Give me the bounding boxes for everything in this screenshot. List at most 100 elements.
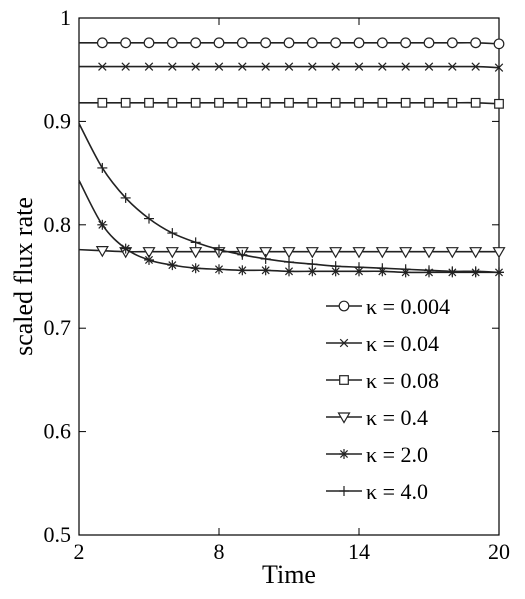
data-point: [260, 253, 271, 264]
data-point: [165, 247, 179, 259]
data-point: [120, 192, 131, 203]
series-circle: [79, 37, 505, 50]
data-point: [167, 97, 178, 108]
x-tick-label: 2: [74, 539, 85, 564]
data-point: [144, 62, 154, 71]
data-point: [237, 265, 248, 276]
x-tick-label: 8: [214, 539, 225, 564]
data-point: [98, 62, 107, 71]
data-point: [189, 247, 203, 259]
data-point: [377, 97, 388, 108]
legend-label: κ = 2.0: [366, 442, 428, 467]
legend-label: κ = 4.0: [366, 479, 428, 504]
data-point: [493, 38, 505, 50]
data-point: [214, 62, 224, 71]
data-point: [120, 243, 131, 254]
data-point: [470, 97, 481, 108]
data-point: [400, 97, 411, 108]
axes-layer: 2 8 14 20 0.5 0.6 0.7 0.8 0.9 1: [44, 5, 511, 564]
data-point: [95, 246, 109, 258]
data-point: [190, 237, 201, 248]
data-point: [445, 247, 459, 259]
legend-marker: [339, 486, 349, 496]
legend-entry: κ = 0.08: [326, 368, 439, 393]
data-point: [470, 266, 481, 277]
data-point: [97, 219, 108, 230]
data-point: [424, 62, 434, 71]
legend-entry: κ = 4.0: [326, 479, 428, 504]
data-point: [167, 228, 178, 239]
series-square: [78, 97, 504, 109]
series-plus: [78, 123, 504, 278]
data-point: [330, 37, 342, 49]
data-point: [307, 97, 318, 108]
legend-label: κ = 0.04: [366, 331, 439, 356]
data-point: [97, 162, 108, 173]
legend-marker: [339, 338, 349, 348]
data-point: [329, 247, 343, 259]
data-point: [166, 37, 178, 49]
data-point: [120, 97, 131, 108]
data-point: [260, 37, 272, 49]
data-point: [284, 97, 294, 108]
data-point: [144, 213, 154, 224]
y-tick-label: 1: [60, 5, 71, 30]
legend-entry: κ = 0.4: [326, 405, 428, 430]
data-point: [447, 97, 458, 108]
data-point: [424, 265, 434, 276]
data-point: [330, 261, 341, 272]
data-point: [306, 37, 318, 49]
data-point: [284, 266, 294, 277]
data-point: [401, 62, 410, 71]
data-point: [260, 97, 271, 108]
data-point: [400, 264, 411, 275]
data-point: [167, 260, 178, 271]
data-point: [446, 37, 458, 49]
data-point: [354, 62, 364, 71]
y-tick-label: 0.5: [44, 522, 72, 547]
x-tick-label: 14: [348, 539, 370, 564]
data-point: [144, 254, 154, 265]
data-point: [96, 37, 108, 49]
data-point: [214, 264, 224, 275]
data-point: [168, 62, 177, 71]
legend-marker: [339, 375, 349, 385]
data-point: [469, 247, 483, 259]
legend-entry: κ = 2.0: [326, 442, 428, 467]
data-point: [399, 247, 413, 259]
data-point: [494, 267, 504, 278]
data-point: [376, 37, 388, 49]
legend-marker: [337, 412, 351, 424]
data-point: [260, 265, 271, 276]
data-point: [259, 247, 273, 259]
data-point: [284, 62, 294, 71]
data-point: [354, 97, 364, 108]
data-point: [213, 37, 225, 49]
plot-layer: [78, 17, 500, 536]
y-axis-label: scaled flux rate: [9, 197, 38, 356]
series-x: [79, 62, 504, 72]
data-point: [144, 97, 154, 108]
data-point: [97, 97, 108, 108]
data-point: [237, 97, 248, 108]
data-point: [447, 266, 458, 277]
data-point: [214, 244, 224, 255]
x-tick-label: 20: [488, 539, 510, 564]
data-point: [354, 262, 364, 273]
data-point: [471, 62, 480, 71]
legend-entry: κ = 0.04: [326, 331, 439, 356]
data-point: [307, 259, 318, 270]
data-point: [492, 247, 506, 259]
data-point: [190, 97, 201, 108]
y-tick-label: 0.9: [44, 108, 72, 133]
data-point: [470, 37, 482, 49]
plot-frame: [78, 17, 500, 536]
legend-label: κ = 0.4: [366, 405, 428, 430]
x-axis-label: Time: [262, 560, 316, 589]
legend-label: κ = 0.08: [366, 368, 439, 393]
data-point: [261, 62, 270, 71]
data-point: [353, 37, 365, 49]
data-point: [378, 62, 387, 71]
data-point: [448, 62, 457, 71]
